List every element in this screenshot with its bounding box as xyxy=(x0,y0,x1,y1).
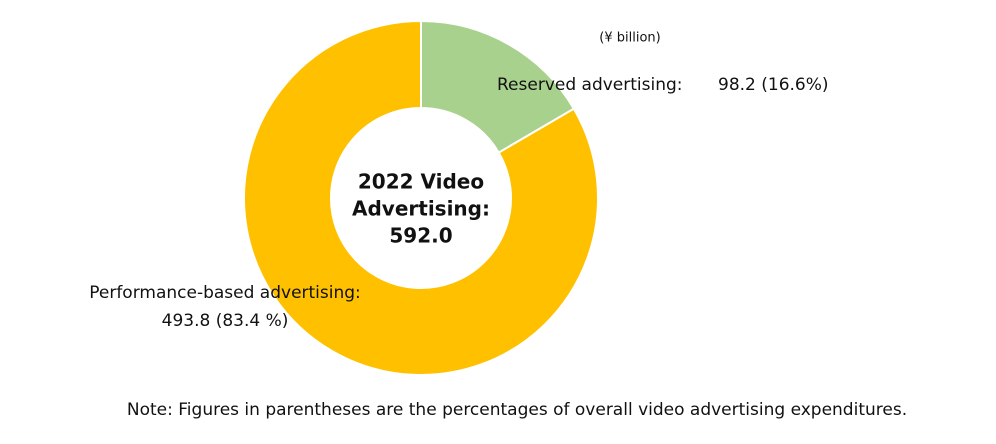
value-label: 493.8 (83.4 %) xyxy=(162,311,289,331)
donut-segment xyxy=(420,19,576,154)
center-label: Advertising: xyxy=(352,197,490,221)
donut-segment xyxy=(243,19,599,376)
category-label: Performance-based advertising: xyxy=(89,283,361,303)
center-total: 592.0 xyxy=(389,224,452,248)
value-label: 98.2 (16.6%) xyxy=(718,75,829,95)
unit-label: (¥ billion) xyxy=(599,31,660,46)
category-label: Reserved advertising: xyxy=(497,75,683,95)
note: Note: Figures in parentheses are the per… xyxy=(127,400,907,420)
center-label: 2022 Video xyxy=(358,170,484,194)
